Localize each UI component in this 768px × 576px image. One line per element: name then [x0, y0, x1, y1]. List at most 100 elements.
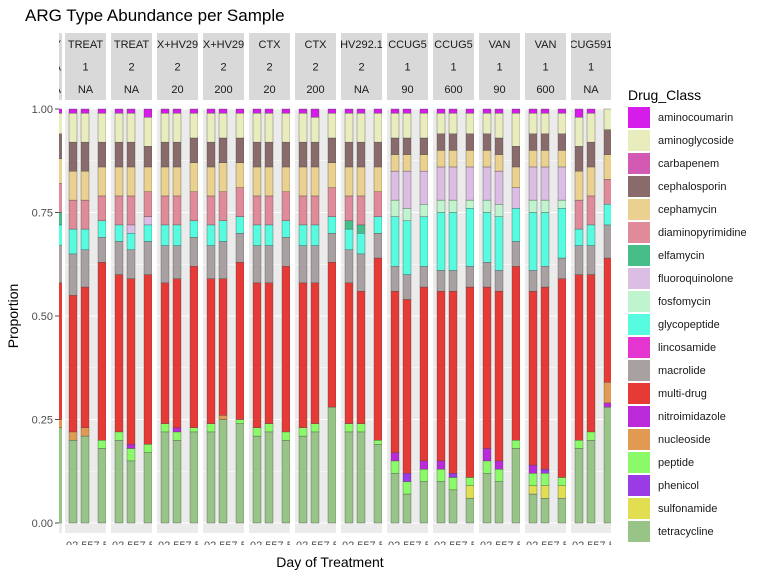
- legend: Drug_Class aminocoumarin aminoglycoside ca…: [628, 87, 747, 542]
- bar-segment-tetracycline: [310, 431, 320, 524]
- bar-segment-cephamycin: [310, 166, 320, 197]
- bar-segment-aminoglycoside: [344, 112, 354, 143]
- bar-segment-aminocoumarin: [448, 108, 458, 114]
- legend-label: phenicol: [658, 480, 699, 492]
- bar-segment-multi-drug: [172, 278, 182, 428]
- bar-segment-aminocoumarin: [465, 108, 474, 114]
- bar-segment-cephamycin: [172, 166, 182, 197]
- facet-label: A: [54, 84, 62, 96]
- legend-swatch: [628, 406, 650, 427]
- bar-segment-aminoglycoside: [47, 113, 55, 134]
- bar-segment-aminoglycoside: [126, 112, 136, 143]
- bar-segment-macrolide: [511, 241, 520, 267]
- bar-segment-peptide: [356, 423, 366, 433]
- bar-segment-aminocoumarin: [218, 108, 228, 114]
- bar-segment-cephamycin: [603, 154, 611, 180]
- bar-segment-tetracycline: [540, 497, 550, 524]
- bar-segment-cephalosporin: [557, 133, 566, 151]
- facet-label: 2: [358, 62, 364, 74]
- bar-segment-cephalosporin: [143, 146, 152, 168]
- bar-segment-peptide: [402, 481, 412, 495]
- bar-segment-cephamycin: [47, 159, 55, 184]
- bar-stack: [80, 108, 90, 524]
- bar-segment-aminoglycoside: [189, 112, 198, 139]
- facet-label: 2: [312, 62, 318, 74]
- bar-segment-tetracycline: [390, 473, 400, 524]
- bar-segment-macrolide: [586, 245, 596, 275]
- bar-segment-macrolide: [344, 249, 354, 284]
- facet-strip: [59, 33, 62, 100]
- facet-label: 20: [263, 84, 275, 96]
- x-tick-label: 02.557.5: [250, 540, 293, 552]
- bar-segment-peptide: [448, 477, 458, 491]
- bar-segment-aminocoumarin: [574, 108, 584, 118]
- facet-panels: YAATREAT1NA02.557.5TREAT2NA02.557.5X+HV2…: [47, 33, 611, 552]
- bar-stack: [448, 108, 458, 524]
- facet-strip: [65, 33, 106, 100]
- bar-segment-multi-drug: [419, 286, 428, 462]
- facet-panel: X+HV29 2 20 02.557.5: [157, 33, 198, 545]
- bar-segment-cephalosporin: [298, 141, 308, 168]
- bar-segment-multi-drug: [436, 290, 446, 462]
- bar-segment-tetracycline: [114, 440, 124, 524]
- bar-segment-multi-drug: [47, 262, 55, 411]
- bar-segment-glycopeptide: [126, 233, 136, 250]
- bar-segment-diaminopyrimidine: [160, 195, 170, 226]
- x-tick-label: 02.557.5: [526, 540, 569, 552]
- bar-stack: [172, 108, 182, 524]
- facet-strip: [295, 33, 336, 100]
- bar-segment-aminoglycoside: [160, 112, 170, 143]
- bar-segment-glycopeptide: [419, 216, 428, 267]
- bar-segment-aminocoumarin: [482, 108, 492, 114]
- facet-panel: CTX 2 20 02.557.5: [249, 33, 293, 552]
- bar-segment-cephalosporin: [252, 141, 262, 168]
- bar-segment-glycopeptide: [189, 220, 198, 238]
- bar-segment-cephamycin: [482, 150, 492, 168]
- bar-stack: [206, 108, 216, 524]
- bar-segment-glycopeptide: [528, 212, 538, 271]
- facet-panel: TREAT 1 NA 02.557.5: [65, 33, 106, 545]
- bar-segment-diaminopyrimidine: [68, 199, 78, 230]
- facet-label: 20: [171, 84, 183, 96]
- bar-segment-fluoroquinolone: [511, 187, 520, 209]
- bar-segment-diaminopyrimidine: [344, 195, 354, 221]
- bar-segment-peptide: [482, 460, 492, 474]
- bar-stack: [298, 108, 308, 524]
- y-tick-label: 1.00: [32, 104, 53, 116]
- bar-segment-aminoglycoside: [143, 117, 152, 147]
- bar-segment-aminoglycoside: [557, 112, 566, 135]
- bar-segment-macrolide: [126, 249, 136, 279]
- bar-segment-aminocoumarin: [68, 108, 78, 114]
- bar-segment-multi-drug: [189, 266, 198, 428]
- bar-stack: [390, 108, 400, 524]
- bar-segment-peptide: [172, 431, 182, 441]
- legend-swatch: [628, 337, 650, 358]
- bar-segment-aminoglycoside: [252, 112, 262, 143]
- legend-swatch: [628, 521, 650, 542]
- facet-strip: [341, 33, 382, 100]
- bar-segment-multi-drug: [114, 274, 124, 433]
- legend-swatch: [628, 498, 650, 519]
- bar-segment-sulfonamide: [540, 485, 550, 499]
- bar-segment-nitroimidazole: [494, 460, 504, 470]
- bar-segment-cephalosporin: [402, 137, 412, 155]
- legend-title: Drug_Class: [628, 87, 701, 103]
- bar-segment-diaminopyrimidine: [47, 184, 55, 209]
- bar-segment-diaminopyrimidine: [189, 191, 198, 221]
- bar-segment-cephamycin: [206, 166, 216, 197]
- bar-segment-multi-drug: [390, 290, 400, 453]
- bar-segment-glycopeptide: [206, 224, 216, 246]
- legend-swatch: [628, 107, 650, 128]
- bar-segment-diaminopyrimidine: [574, 199, 584, 230]
- bar-segment-aminocoumarin: [189, 108, 198, 114]
- bar-segment-tetracycline: [419, 481, 428, 524]
- bar-segment-macrolide: [356, 253, 366, 292]
- bar-segment-cephalosporin: [419, 137, 428, 155]
- bar-stack: [419, 108, 428, 524]
- bar-segment-multi-drug: [218, 278, 228, 416]
- bar-segment-glycopeptide: [390, 216, 400, 267]
- bar-segment-cephamycin: [143, 166, 152, 192]
- facet-strip: [387, 33, 428, 100]
- bar-segment-diaminopyrimidine: [252, 195, 262, 226]
- bar-segment-multi-drug: [586, 274, 596, 433]
